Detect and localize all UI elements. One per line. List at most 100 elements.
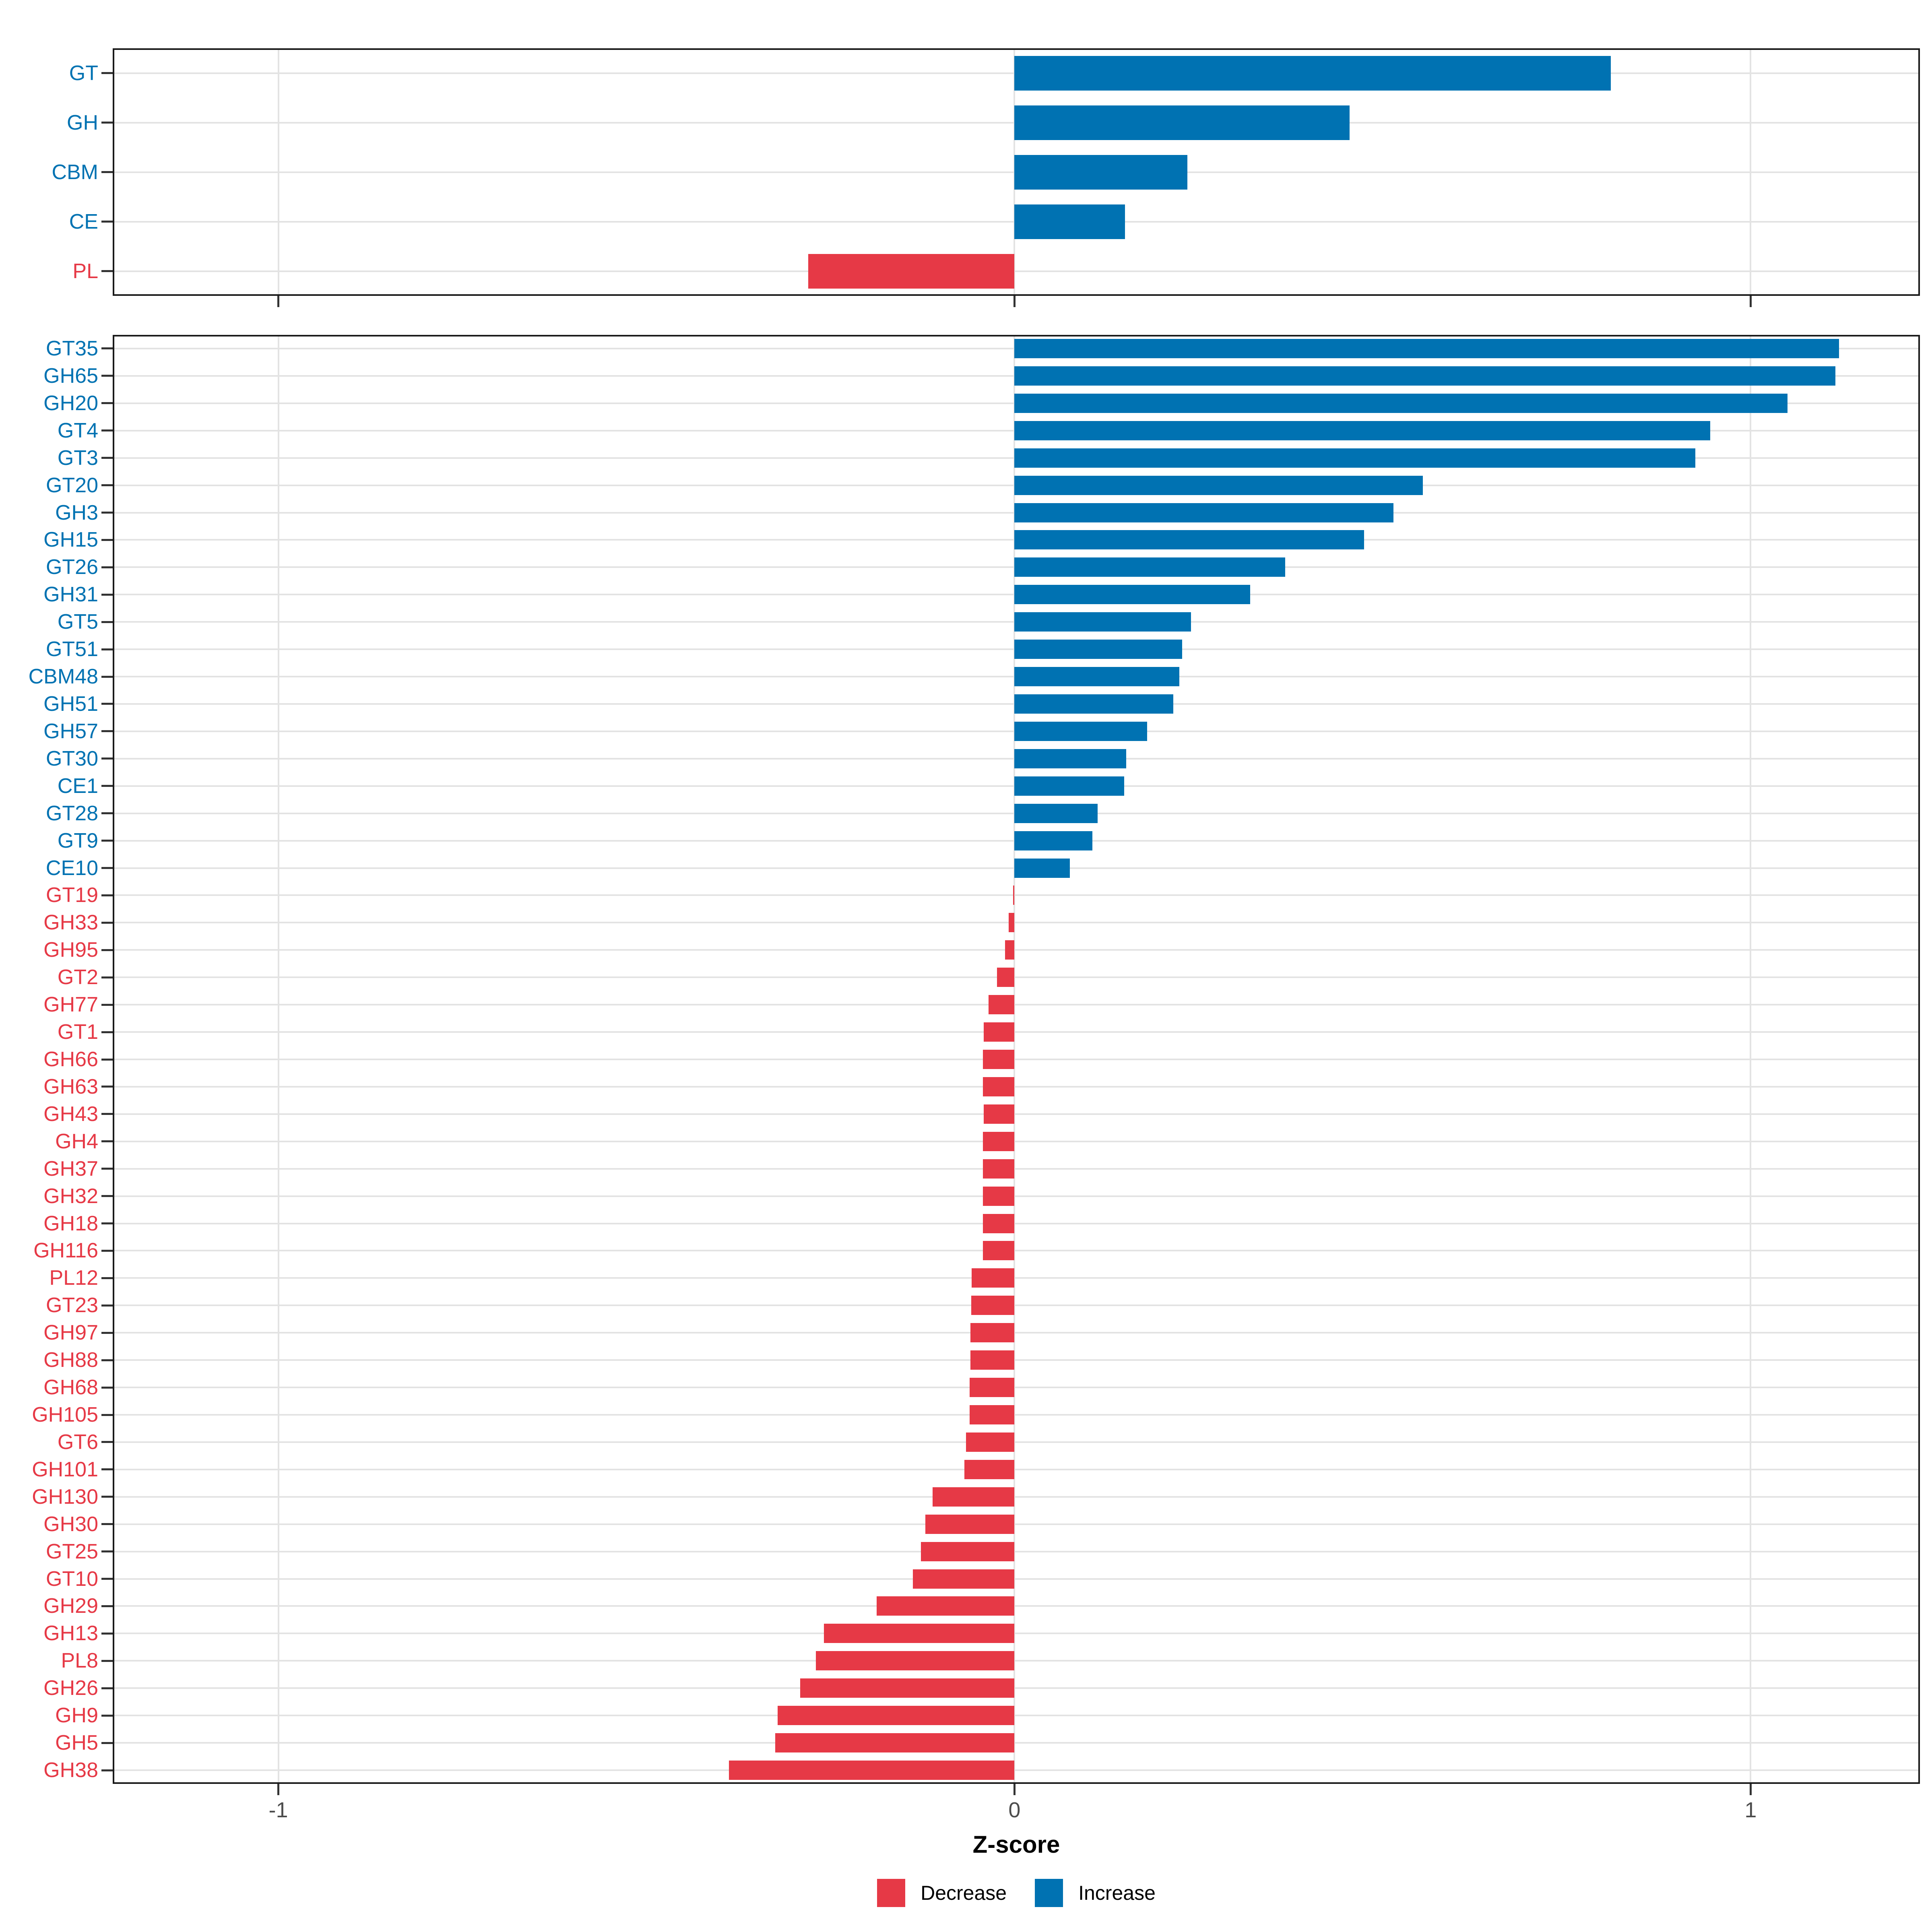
category-label-GH13: GH13 — [43, 1622, 98, 1645]
y-tick — [101, 1468, 113, 1471]
gridline-row — [113, 1523, 1920, 1525]
y-tick — [101, 539, 113, 541]
gridline-row — [113, 1550, 1920, 1552]
gridline-row — [113, 1168, 1920, 1170]
gridline-row — [113, 1004, 1920, 1006]
y-tick — [101, 1304, 113, 1307]
y-tick — [101, 894, 113, 896]
category-label-GH38: GH38 — [43, 1759, 98, 1782]
category-label-GT: GT — [69, 61, 98, 85]
panel-bottom — [113, 335, 1920, 1784]
bar-PL8 — [815, 1651, 1015, 1671]
gridline-row — [113, 1059, 1920, 1060]
bar-GT26 — [1014, 557, 1286, 577]
bar-CE — [1014, 204, 1125, 239]
bar-GH95 — [1005, 940, 1015, 960]
y-tick — [101, 1714, 113, 1717]
category-label-GT9: GT9 — [57, 829, 98, 852]
y-tick — [101, 72, 113, 74]
bar-GH38 — [729, 1761, 1015, 1780]
bar-GH31 — [1014, 585, 1250, 605]
y-tick — [101, 1031, 113, 1033]
category-label-CBM: CBM — [52, 160, 98, 184]
category-label-GT28: GT28 — [45, 801, 98, 825]
y-tick — [101, 1769, 113, 1771]
bar-GH77 — [989, 995, 1015, 1015]
bar-GH26 — [800, 1678, 1015, 1698]
y-tick — [101, 1195, 113, 1197]
category-label-PL: PL — [72, 259, 98, 283]
bar-GH30 — [925, 1514, 1015, 1534]
y-tick — [101, 840, 113, 842]
gridline-row — [113, 1687, 1920, 1689]
category-label-GT6: GT6 — [57, 1430, 98, 1454]
y-tick — [101, 593, 113, 596]
y-tick — [101, 1632, 113, 1635]
category-label-GT51: GT51 — [45, 638, 98, 661]
category-label-GH3: GH3 — [55, 501, 98, 524]
bar-GH13 — [824, 1624, 1015, 1643]
y-tick — [101, 1359, 113, 1361]
category-label-GH30: GH30 — [43, 1512, 98, 1536]
gridline-row — [113, 1660, 1920, 1662]
y-tick — [101, 1414, 113, 1416]
y-tick — [101, 1496, 113, 1498]
y-tick — [101, 703, 113, 705]
y-tick — [101, 758, 113, 760]
category-label-GH88: GH88 — [43, 1348, 98, 1372]
bar-CBM48 — [1014, 667, 1180, 687]
y-tick — [101, 921, 113, 924]
bar-GH130 — [933, 1487, 1015, 1507]
gridline-row — [113, 1140, 1920, 1142]
bar-GH63 — [983, 1077, 1015, 1096]
category-label-GT2: GT2 — [57, 966, 98, 989]
category-label-GH95: GH95 — [43, 938, 98, 962]
y-tick — [101, 1058, 113, 1061]
gridline-row — [113, 1387, 1920, 1389]
category-label-GH9: GH9 — [55, 1704, 98, 1728]
category-label-GH66: GH66 — [43, 1048, 98, 1071]
bar-GH105 — [969, 1405, 1015, 1425]
bar-GH20 — [1014, 393, 1788, 413]
gridline-row — [113, 1359, 1920, 1361]
y-tick — [101, 1578, 113, 1580]
x-tick-label-0: 0 — [1008, 1798, 1021, 1822]
gridline-row — [113, 1222, 1920, 1224]
y-tick — [101, 1003, 113, 1006]
y-tick — [101, 375, 113, 377]
bar-GH4 — [983, 1131, 1015, 1151]
gridline-row — [113, 1605, 1920, 1607]
y-tick — [101, 1523, 113, 1525]
legend-label-decrease: Decrease — [921, 1882, 1007, 1904]
x-tick-1 — [1749, 296, 1752, 307]
y-tick — [101, 730, 113, 733]
gridline-row — [113, 1769, 1920, 1771]
y-tick — [101, 270, 113, 272]
category-label-CBM48: CBM48 — [28, 665, 98, 689]
category-label-GH97: GH97 — [43, 1321, 98, 1345]
gridline-row — [113, 1715, 1920, 1717]
y-tick — [101, 812, 113, 815]
bar-GT — [1014, 56, 1611, 91]
bar-GT30 — [1014, 749, 1127, 768]
category-label-GH77: GH77 — [43, 993, 98, 1017]
category-label-GT10: GT10 — [45, 1567, 98, 1591]
category-label-GT35: GT35 — [45, 336, 98, 360]
bar-PL12 — [972, 1268, 1015, 1288]
category-label-CE10: CE10 — [45, 856, 98, 880]
y-tick — [101, 512, 113, 514]
gridline-row — [113, 1496, 1920, 1498]
category-label-GH51: GH51 — [43, 692, 98, 716]
gridline-row — [113, 1305, 1920, 1307]
category-label-GH18: GH18 — [43, 1212, 98, 1235]
y-tick — [101, 1331, 113, 1334]
bar-GH18 — [983, 1214, 1015, 1233]
bar-GH51 — [1014, 694, 1174, 714]
bar-GH97 — [970, 1323, 1015, 1343]
increase-swatch-icon — [1035, 1879, 1063, 1907]
gridline-row — [113, 922, 1920, 924]
category-label-GH32: GH32 — [43, 1184, 98, 1208]
category-label-GH130: GH130 — [32, 1485, 98, 1509]
gridline-row — [113, 270, 1920, 272]
category-label-GH29: GH29 — [43, 1594, 98, 1618]
